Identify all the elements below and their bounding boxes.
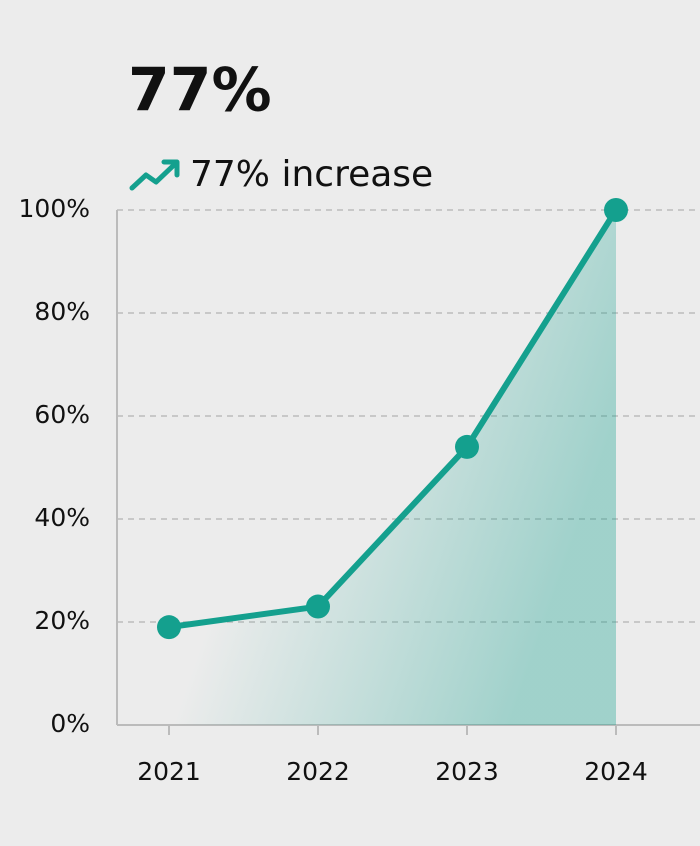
point [157, 615, 181, 640]
point [455, 434, 479, 459]
x-tick-label: 2023 [435, 757, 499, 786]
headline: 77% [128, 56, 272, 126]
point [604, 198, 628, 222]
y-tick-label: 40% [34, 503, 90, 532]
y-tick-label: 0% [50, 709, 90, 738]
area [169, 210, 616, 725]
line [168, 208, 619, 631]
y-tick-label: 20% [34, 606, 90, 635]
subtitle: 77% increase [190, 154, 433, 195]
y-tick-label: 80% [34, 297, 90, 326]
x-tick-label: 2021 [137, 757, 201, 786]
trend-icon [129, 159, 180, 191]
x-tick-label: 2022 [286, 757, 350, 786]
y-tick-label: 60% [34, 400, 90, 429]
point [306, 594, 330, 619]
x-tick-label: 2024 [584, 757, 648, 786]
y-tick-label: 100% [19, 194, 90, 223]
